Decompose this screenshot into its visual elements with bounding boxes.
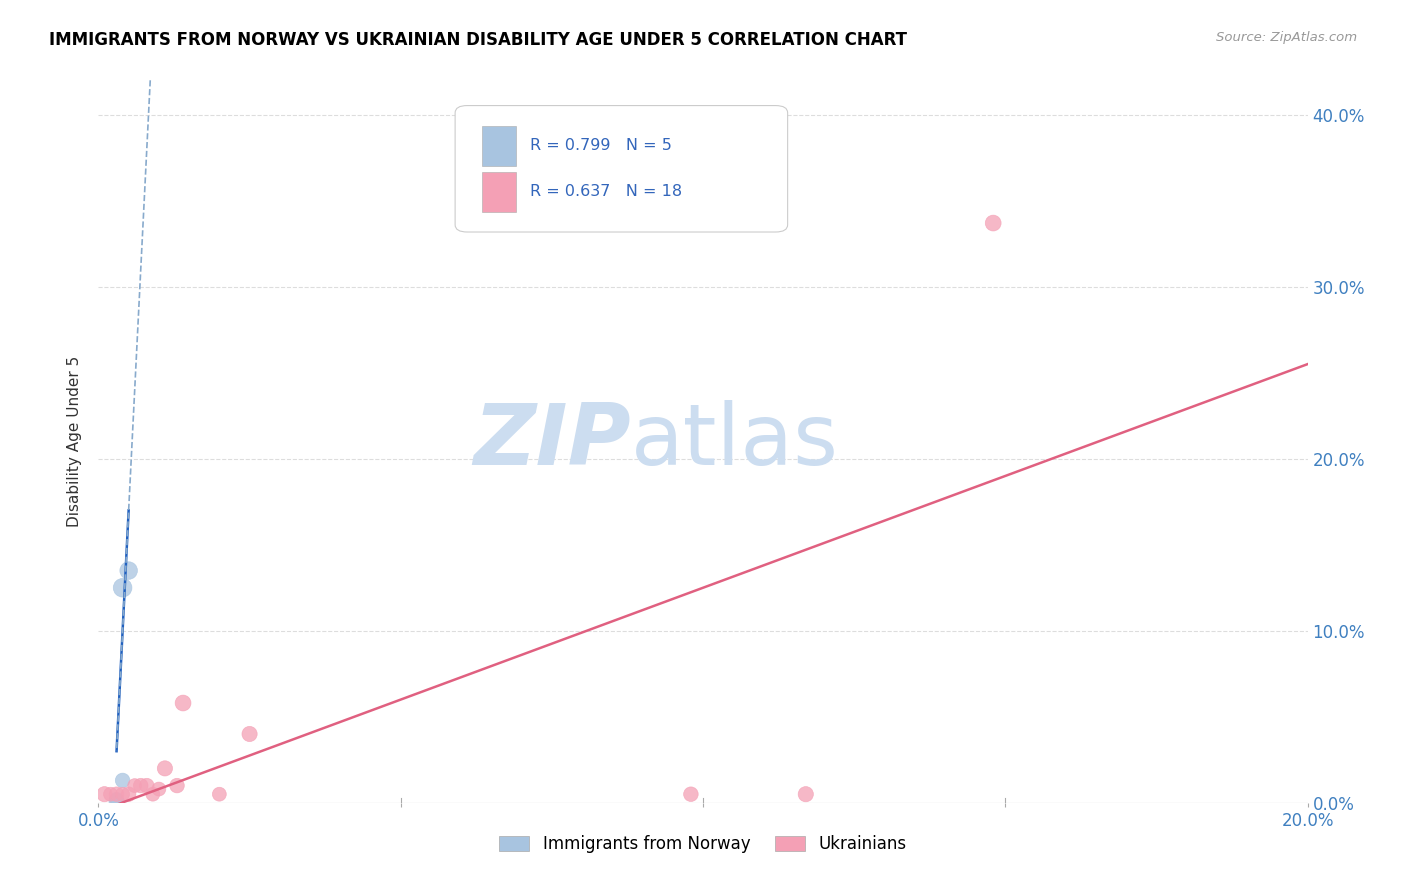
Point (129, 779, 152, 793)
Point (111, 787, 134, 801)
Text: IMMIGRANTS FROM NORWAY VS UKRAINIAN DISABILITY AGE UNDER 5 CORRELATION CHART: IMMIGRANTS FROM NORWAY VS UKRAINIAN DISA… (49, 31, 907, 49)
Point (118, 564, 141, 578)
Point (100, 787, 122, 801)
Point (172, 696, 194, 710)
Text: Source: ZipAtlas.com: Source: ZipAtlas.com (1216, 31, 1357, 45)
Point (239, 727, 262, 741)
FancyBboxPatch shape (456, 105, 787, 232)
Y-axis label: Disability Age Under 5: Disability Age Under 5 (67, 356, 83, 527)
Point (111, 773, 134, 788)
Point (93, 787, 115, 801)
Legend: Immigrants from Norway, Ukrainians: Immigrants from Norway, Ukrainians (492, 828, 914, 860)
Point (148, 782, 170, 797)
Point (142, 787, 165, 801)
FancyBboxPatch shape (482, 126, 516, 166)
Point (124, 779, 146, 793)
Point (111, 581, 134, 595)
Text: atlas: atlas (630, 400, 838, 483)
Point (135, 779, 157, 793)
Point (794, 787, 817, 801)
Text: ZIP: ZIP (472, 400, 630, 483)
Point (679, 787, 702, 801)
Point (166, 779, 188, 793)
Point (105, 792, 128, 806)
Text: R = 0.637   N = 18: R = 0.637 N = 18 (530, 184, 682, 199)
Point (118, 787, 141, 801)
Point (208, 787, 231, 801)
Point (981, 216, 1004, 230)
Point (105, 787, 128, 801)
Point (153, 761, 176, 775)
Point (105, 794, 128, 808)
FancyBboxPatch shape (482, 172, 516, 211)
Text: R = 0.799   N = 5: R = 0.799 N = 5 (530, 137, 672, 153)
